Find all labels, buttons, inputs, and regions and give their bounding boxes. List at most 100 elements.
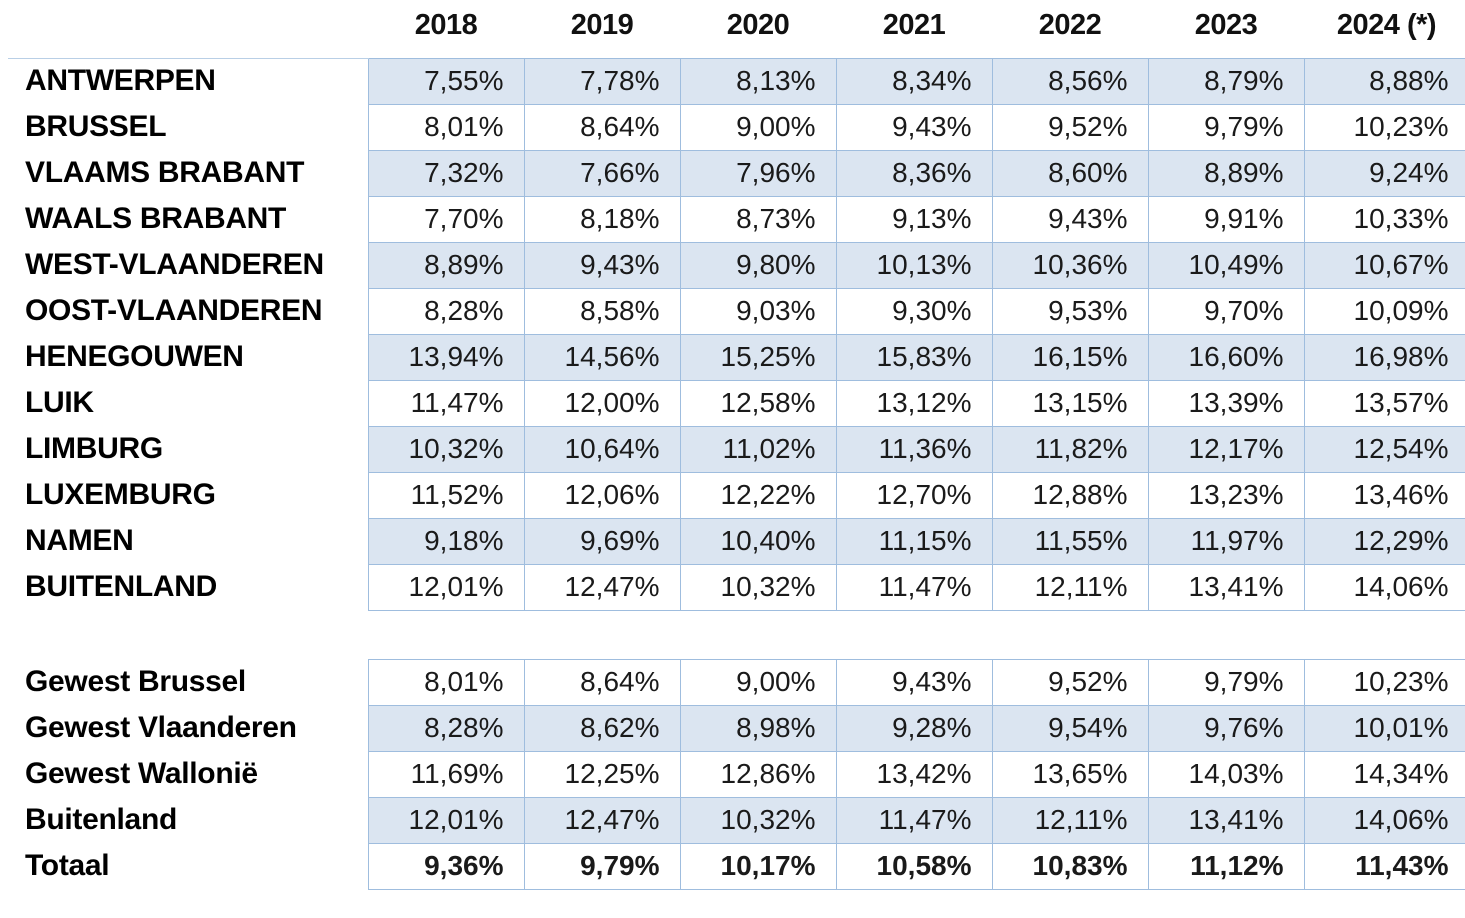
value-cell: 11,47% bbox=[367, 379, 525, 427]
corner-cell bbox=[8, 0, 368, 58]
value-cell: 8,64% bbox=[523, 658, 681, 706]
year-header: 2024 (*) bbox=[1336, 9, 1437, 42]
value-cell: 8,89% bbox=[367, 241, 525, 289]
value-cell: 16,60% bbox=[1147, 333, 1305, 381]
value-cell: 12,01% bbox=[367, 796, 525, 844]
table-row: Totaal 9,36% 9,79% 10,17% 10,58% 10,83% 11,12%… bbox=[8, 842, 1465, 890]
table-row: BUITENLAND 12,01% 12,47% 10,32% 11,47% 12,11%… bbox=[8, 563, 1465, 611]
value-cell: 13,23% bbox=[1147, 471, 1305, 519]
row-label: WEST-VLAANDEREN bbox=[25, 248, 324, 281]
table-row: BRUSSEL 8,01% 8,64% 9,00% 9,43% 9,52% 9,79% 10,… bbox=[8, 103, 1465, 151]
value-cell: 7,32% bbox=[367, 149, 525, 197]
value-cell: 12,29% bbox=[1303, 517, 1465, 565]
row-label: Totaal bbox=[25, 849, 110, 882]
value-cell: 8,79% bbox=[1147, 57, 1305, 105]
value-cell: 12,00% bbox=[523, 379, 681, 427]
value-cell: 13,41% bbox=[1147, 796, 1305, 844]
value-cell: 9,00% bbox=[679, 103, 837, 151]
value-cell: 9,24% bbox=[1303, 149, 1465, 197]
value-cell: 8,60% bbox=[991, 149, 1149, 197]
value-cell: 10,23% bbox=[1303, 103, 1465, 151]
row-label: Buitenland bbox=[25, 803, 177, 836]
value-cell: 10,09% bbox=[1303, 287, 1465, 335]
value-cell: 8,13% bbox=[679, 57, 837, 105]
value-cell: 10,32% bbox=[367, 425, 525, 473]
value-cell: 11,55% bbox=[991, 517, 1149, 565]
value-cell: 14,56% bbox=[523, 333, 681, 381]
value-cell: 12,70% bbox=[835, 471, 993, 519]
value-cell: 9,43% bbox=[523, 241, 681, 289]
value-cell: 14,03% bbox=[1147, 750, 1305, 798]
value-cell: 9,28% bbox=[835, 704, 993, 752]
value-cell: 12,54% bbox=[1303, 425, 1465, 473]
value-cell: 12,25% bbox=[523, 750, 681, 798]
table-row: HENEGOUWEN 13,94% 14,56% 15,25% 15,83% 16,15%… bbox=[8, 333, 1465, 381]
value-cell: 9,79% bbox=[1147, 103, 1305, 151]
table-row: ANTWERPEN 7,55% 7,78% 8,13% 8,34% 8,56% 8,79% 8… bbox=[8, 57, 1465, 105]
value-cell: 10,17% bbox=[679, 842, 837, 890]
value-cell: 9,43% bbox=[835, 658, 993, 706]
value-cell: 10,58% bbox=[835, 842, 993, 890]
value-cell: 11,52% bbox=[367, 471, 525, 519]
value-cell: 10,83% bbox=[991, 842, 1149, 890]
value-cell: 7,78% bbox=[523, 57, 681, 105]
row-label: LUIK bbox=[25, 386, 94, 419]
year-header: 2021 bbox=[882, 9, 946, 42]
value-cell: 9,76% bbox=[1147, 704, 1305, 752]
value-cell: 15,83% bbox=[835, 333, 993, 381]
value-cell: 12,01% bbox=[367, 563, 525, 611]
table-row: Gewest Brussel 8,01% 8,64% 9,00% 9,43% 9,52% 9… bbox=[8, 658, 1465, 706]
year-header: 2023 bbox=[1194, 9, 1258, 42]
value-cell: 15,25% bbox=[679, 333, 837, 381]
value-cell: 9,69% bbox=[523, 517, 681, 565]
value-cell: 10,23% bbox=[1303, 658, 1465, 706]
row-label: ANTWERPEN bbox=[8, 57, 368, 104]
value-cell: 11,47% bbox=[835, 563, 993, 611]
value-cell: 9,79% bbox=[1147, 658, 1305, 706]
value-cell: 14,06% bbox=[1303, 563, 1465, 611]
table-row: WEST-VLAANDEREN 8,89% 9,43% 9,80% 10,13% 10,3… bbox=[8, 241, 1465, 289]
table-row: Gewest Wallonië 11,69% 12,25% 12,86% 13,42% 1… bbox=[8, 750, 1465, 798]
table-row: LUXEMBURG 11,52% 12,06% 12,22% 12,70% 12,88% 1… bbox=[8, 471, 1465, 519]
value-cell: 11,43% bbox=[1303, 842, 1465, 890]
row-label: LUXEMBURG bbox=[25, 478, 216, 511]
value-cell: 7,70% bbox=[367, 195, 525, 243]
value-cell: 8,73% bbox=[679, 195, 837, 243]
value-cell: 12,86% bbox=[679, 750, 837, 798]
value-cell: 13,41% bbox=[1147, 563, 1305, 611]
value-cell: 11,97% bbox=[1147, 517, 1305, 565]
value-cell: 9,13% bbox=[835, 195, 993, 243]
row-label: Gewest Vlaanderen bbox=[25, 711, 297, 744]
value-cell: 10,40% bbox=[679, 517, 837, 565]
value-cell: 16,98% bbox=[1303, 333, 1465, 381]
value-cell: 12,11% bbox=[991, 796, 1149, 844]
value-cell: 10,13% bbox=[835, 241, 993, 289]
value-cell: 8,34% bbox=[835, 57, 993, 105]
year-header: 2020 bbox=[726, 9, 790, 42]
value-cell: 12,22% bbox=[679, 471, 837, 519]
value-cell: 9,00% bbox=[679, 658, 837, 706]
value-cell: 8,28% bbox=[367, 704, 525, 752]
value-cell: 9,80% bbox=[679, 241, 837, 289]
value-cell: 11,69% bbox=[367, 750, 525, 798]
value-cell: 9,30% bbox=[835, 287, 993, 335]
row-label: BRUSSEL bbox=[25, 110, 167, 143]
value-cell: 13,57% bbox=[1303, 379, 1465, 427]
row-label: HENEGOUWEN bbox=[25, 340, 244, 373]
value-cell: 14,34% bbox=[1303, 750, 1465, 798]
value-cell: 8,56% bbox=[991, 57, 1149, 105]
row-label: Gewest Brussel bbox=[25, 665, 246, 698]
value-cell: 11,02% bbox=[679, 425, 837, 473]
value-cell: 10,49% bbox=[1147, 241, 1305, 289]
value-cell: 9,03% bbox=[679, 287, 837, 335]
value-cell: 8,98% bbox=[679, 704, 837, 752]
value-cell: 12,47% bbox=[523, 796, 681, 844]
value-cell: 9,43% bbox=[991, 195, 1149, 243]
value-cell: 12,17% bbox=[1147, 425, 1305, 473]
value-cell: 10,67% bbox=[1303, 241, 1465, 289]
table-row: WAALS BRABANT 7,70% 8,18% 8,73% 9,13% 9,43% 9,… bbox=[8, 195, 1465, 243]
value-cell: 10,01% bbox=[1303, 704, 1465, 752]
value-cell: 10,32% bbox=[679, 563, 837, 611]
value-cell: 13,12% bbox=[835, 379, 993, 427]
value-cell: 8,36% bbox=[835, 149, 993, 197]
